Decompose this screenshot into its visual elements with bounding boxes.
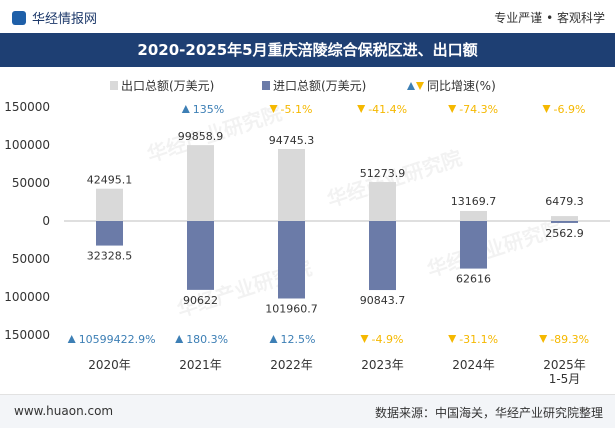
x-category-label: 2021年: [179, 358, 222, 372]
legend-import-label: 进口总额(万美元): [273, 79, 366, 93]
export-growth-label-down-icon: [357, 105, 366, 113]
export-bar: [187, 145, 214, 221]
export-growth-label: -6.9%: [554, 103, 586, 116]
footer-source: 数据来源：中国海关，华经产业研究院整理: [374, 406, 603, 420]
import-growth-label-up-icon: [175, 335, 184, 343]
export-growth-label: -5.1%: [281, 103, 313, 116]
import-bar: [96, 221, 123, 246]
export-growth-label-down-icon: [269, 105, 278, 113]
import-growth-label: -31.1%: [459, 333, 498, 346]
import-growth-label: -89.3%: [550, 333, 589, 346]
import-value-label: 90622: [183, 294, 218, 307]
legend-export-label: 出口总额(万美元): [121, 79, 214, 93]
legend-growth-up-icon: [407, 82, 415, 90]
y-tick-label: 100000: [4, 290, 50, 304]
x-category-label: 2024年: [452, 358, 495, 372]
import-bar: [187, 221, 214, 290]
footer: www.huaon.com 数据来源：中国海关，华经产业研究院整理: [0, 394, 615, 428]
top-bar: 华经情报网 专业严谨 • 客观科学: [0, 0, 615, 34]
y-tick-label: 100000: [4, 138, 50, 152]
export-bar: [369, 182, 396, 221]
import-value-label: 2562.9: [545, 227, 584, 240]
export-value-label: 13169.7: [451, 195, 497, 208]
export-value-label: 51273.9: [360, 167, 406, 180]
x-category-label: 2025年: [543, 358, 586, 372]
export-growth-label: 135%: [193, 103, 224, 116]
brand-logo-icon: [12, 10, 26, 25]
import-growth-label-down-icon: [360, 335, 369, 343]
export-value-label: 6479.3: [545, 195, 584, 208]
export-value-label: 42495.1: [87, 174, 133, 187]
x-category-label: 1-5月: [549, 372, 581, 386]
import-growth-label-up-icon: [67, 335, 76, 343]
legend-growth-down-icon: [416, 82, 424, 90]
x-category-label: 2020年: [88, 358, 131, 372]
export-growth-label: -74.3%: [459, 103, 498, 116]
brand-name: 华经情报网: [32, 12, 98, 27]
import-bar: [369, 221, 396, 291]
legend-export-swatch: [110, 81, 118, 90]
tagline: 专业严谨 • 客观科学: [494, 11, 605, 25]
import-bar: [551, 221, 578, 223]
x-category-label: 2023年: [361, 358, 404, 372]
export-bar: [460, 210, 487, 221]
export-bar: [278, 148, 305, 221]
y-tick-label: 150000: [4, 100, 50, 114]
import-growth-label-down-icon: [539, 335, 548, 343]
import-growth-label: 12.5%: [281, 333, 316, 346]
x-category-label: 2022年: [270, 358, 313, 372]
import-growth-label: 10599422.9%: [79, 333, 156, 346]
import-bar: [460, 221, 487, 269]
import-growth-label-down-icon: [448, 335, 457, 343]
export-bar: [96, 188, 123, 221]
y-tick-label: 50000: [12, 176, 50, 190]
import-value-label: 32328.5: [87, 250, 133, 263]
import-growth-label-up-icon: [269, 335, 278, 343]
import-value-label: 90843.7: [360, 294, 406, 307]
brand[interactable]: 华经情报网: [12, 8, 97, 27]
y-tick-label: 50000: [12, 252, 50, 266]
import-value-label: 101960.7: [265, 302, 318, 315]
footer-website[interactable]: www.huaon.com: [14, 404, 114, 418]
chart-title: 2020-2025年5月重庆涪陵综合保税区进、出口额: [0, 33, 615, 67]
export-value-label: 94745.3: [269, 134, 315, 147]
export-growth-label-down-icon: [542, 105, 551, 113]
export-growth-label: -41.4%: [368, 103, 407, 116]
export-value-label: 99858.9: [178, 130, 224, 143]
export-growth-label-down-icon: [448, 105, 457, 113]
import-bar: [278, 221, 305, 299]
import-value-label: 62616: [456, 273, 491, 286]
import-growth-label: 180.3%: [186, 333, 228, 346]
import-growth-label: -4.9%: [372, 333, 404, 346]
watermark-text: 华经产业研究院: [424, 216, 565, 282]
y-tick-label: 0: [42, 214, 50, 228]
legend-growth-label: 同比增速(%): [427, 79, 496, 93]
legend-import-swatch: [262, 81, 270, 90]
y-tick-label: 150000: [4, 328, 50, 342]
export-bar: [551, 216, 578, 221]
export-growth-label-up-icon: [181, 105, 190, 113]
